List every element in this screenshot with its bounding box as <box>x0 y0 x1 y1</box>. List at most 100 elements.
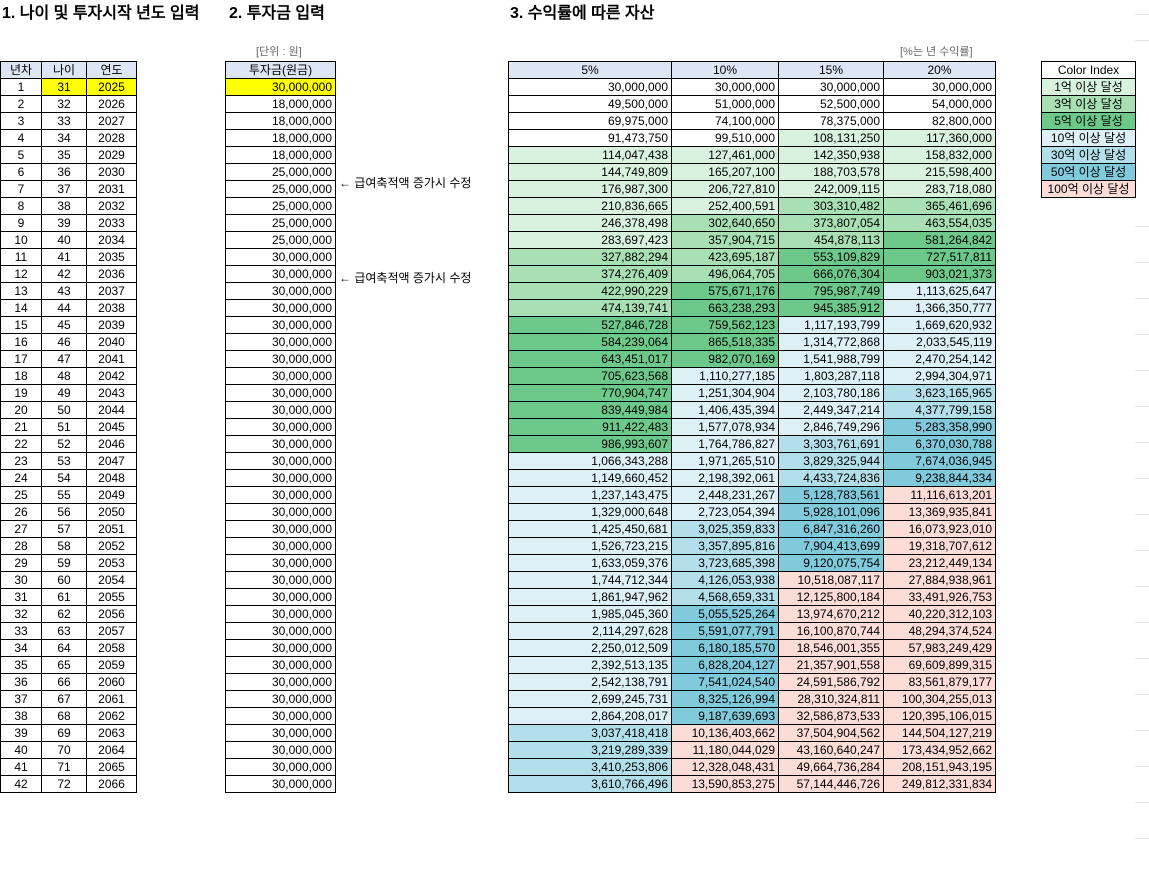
asset-cell-r20[interactable]: 208,151,943,195 <box>883 758 996 776</box>
asset-cell-r15[interactable]: 5,128,783,561 <box>778 486 884 504</box>
asset-cell-r10[interactable]: 12,328,048,431 <box>671 758 779 776</box>
calendar-year-cell[interactable]: 2035 <box>86 248 137 266</box>
principal-cell[interactable]: 30,000,000 <box>225 520 336 538</box>
asset-cell-r15[interactable]: 2,449,347,214 <box>778 401 884 419</box>
calendar-year-cell[interactable]: 2025 <box>86 78 137 96</box>
year-index-cell[interactable]: 3 <box>0 112 42 130</box>
asset-cell-r5[interactable]: 3,219,289,339 <box>508 741 672 759</box>
age-cell[interactable]: 34 <box>41 129 87 147</box>
asset-cell-r20[interactable]: 1,366,350,777 <box>883 299 996 317</box>
principal-cell[interactable]: 30,000,000 <box>225 316 336 334</box>
year-index-cell[interactable]: 10 <box>0 231 42 249</box>
principal-cell[interactable]: 30,000,000 <box>225 486 336 504</box>
asset-cell-r5[interactable]: 839,449,984 <box>508 401 672 419</box>
asset-cell-r20[interactable]: 365,461,696 <box>883 197 996 215</box>
asset-cell-r5[interactable]: 643,451,017 <box>508 350 672 368</box>
principal-cell[interactable]: 30,000,000 <box>225 724 336 742</box>
asset-cell-r10[interactable]: 663,238,293 <box>671 299 779 317</box>
calendar-year-cell[interactable]: 2052 <box>86 537 137 555</box>
asset-cell-r15[interactable]: 6,847,316,260 <box>778 520 884 538</box>
calendar-year-cell[interactable]: 2057 <box>86 622 137 640</box>
asset-cell-r10[interactable]: 423,695,187 <box>671 248 779 266</box>
asset-cell-r5[interactable]: 30,000,000 <box>508 78 672 96</box>
asset-cell-r20[interactable]: 581,264,842 <box>883 231 996 249</box>
principal-cell[interactable]: 25,000,000 <box>225 163 336 181</box>
calendar-year-cell[interactable]: 2030 <box>86 163 137 181</box>
principal-cell[interactable]: 30,000,000 <box>225 350 336 368</box>
asset-cell-r15[interactable]: 454,878,113 <box>778 231 884 249</box>
principal-cell[interactable]: 30,000,000 <box>225 384 336 402</box>
calendar-year-cell[interactable]: 2063 <box>86 724 137 742</box>
asset-cell-r10[interactable]: 165,207,100 <box>671 163 779 181</box>
asset-cell-r5[interactable]: 114,047,438 <box>508 146 672 164</box>
year-index-cell[interactable]: 5 <box>0 146 42 164</box>
asset-cell-r5[interactable]: 2,864,208,017 <box>508 707 672 725</box>
asset-cell-r20[interactable]: 3,623,165,965 <box>883 384 996 402</box>
age-cell[interactable]: 38 <box>41 197 87 215</box>
asset-cell-r20[interactable]: 83,561,879,177 <box>883 673 996 691</box>
asset-cell-r15[interactable]: 10,518,087,117 <box>778 571 884 589</box>
asset-cell-r15[interactable]: 1,117,193,799 <box>778 316 884 334</box>
year-index-cell[interactable]: 34 <box>0 639 42 657</box>
asset-cell-r20[interactable]: 57,983,249,429 <box>883 639 996 657</box>
principal-cell[interactable]: 25,000,000 <box>225 231 336 249</box>
asset-cell-r10[interactable]: 10,136,403,662 <box>671 724 779 742</box>
asset-cell-r20[interactable]: 117,360,000 <box>883 129 996 147</box>
year-index-cell[interactable]: 13 <box>0 282 42 300</box>
asset-cell-r15[interactable]: 945,385,912 <box>778 299 884 317</box>
calendar-year-cell[interactable]: 2062 <box>86 707 137 725</box>
year-index-cell[interactable]: 8 <box>0 197 42 215</box>
age-cell[interactable]: 53 <box>41 452 87 470</box>
calendar-year-cell[interactable]: 2049 <box>86 486 137 504</box>
asset-cell-r5[interactable]: 911,422,483 <box>508 418 672 436</box>
year-index-cell[interactable]: 40 <box>0 741 42 759</box>
principal-cell[interactable]: 25,000,000 <box>225 180 336 198</box>
age-cell[interactable]: 32 <box>41 95 87 113</box>
asset-cell-r5[interactable]: 1,985,045,360 <box>508 605 672 623</box>
age-cell[interactable]: 49 <box>41 384 87 402</box>
asset-cell-r10[interactable]: 8,325,126,994 <box>671 690 779 708</box>
principal-cell[interactable]: 18,000,000 <box>225 112 336 130</box>
asset-cell-r15[interactable]: 49,664,736,284 <box>778 758 884 776</box>
asset-cell-r20[interactable]: 5,283,358,990 <box>883 418 996 436</box>
asset-cell-r5[interactable]: 327,882,294 <box>508 248 672 266</box>
asset-cell-r15[interactable]: 30,000,000 <box>778 78 884 96</box>
calendar-year-cell[interactable]: 2026 <box>86 95 137 113</box>
year-index-cell[interactable]: 1 <box>0 78 42 96</box>
asset-cell-r15[interactable]: 32,586,873,533 <box>778 707 884 725</box>
asset-cell-r10[interactable]: 9,187,639,693 <box>671 707 779 725</box>
asset-cell-r15[interactable]: 16,100,870,744 <box>778 622 884 640</box>
asset-cell-r5[interactable]: 374,276,409 <box>508 265 672 283</box>
asset-cell-r15[interactable]: 57,144,446,726 <box>778 775 884 793</box>
asset-cell-r15[interactable]: 13,974,670,212 <box>778 605 884 623</box>
year-index-cell[interactable]: 30 <box>0 571 42 589</box>
year-index-cell[interactable]: 21 <box>0 418 42 436</box>
asset-cell-r20[interactable]: 16,073,923,010 <box>883 520 996 538</box>
age-cell[interactable]: 43 <box>41 282 87 300</box>
year-index-cell[interactable]: 35 <box>0 656 42 674</box>
asset-cell-r5[interactable]: 527,846,728 <box>508 316 672 334</box>
asset-cell-r5[interactable]: 422,990,229 <box>508 282 672 300</box>
year-index-cell[interactable]: 41 <box>0 758 42 776</box>
asset-cell-r5[interactable]: 584,239,064 <box>508 333 672 351</box>
age-cell[interactable]: 42 <box>41 265 87 283</box>
calendar-year-cell[interactable]: 2064 <box>86 741 137 759</box>
year-index-cell[interactable]: 7 <box>0 180 42 198</box>
asset-cell-r10[interactable]: 1,971,265,510 <box>671 452 779 470</box>
asset-cell-r20[interactable]: 27,884,938,961 <box>883 571 996 589</box>
asset-cell-r20[interactable]: 249,812,331,834 <box>883 775 996 793</box>
asset-cell-r20[interactable]: 283,718,080 <box>883 180 996 198</box>
age-cell[interactable]: 72 <box>41 775 87 793</box>
principal-cell[interactable]: 30,000,000 <box>225 554 336 572</box>
year-index-cell[interactable]: 37 <box>0 690 42 708</box>
calendar-year-cell[interactable]: 2045 <box>86 418 137 436</box>
age-cell[interactable]: 36 <box>41 163 87 181</box>
principal-cell[interactable]: 25,000,000 <box>225 197 336 215</box>
asset-cell-r5[interactable]: 49,500,000 <box>508 95 672 113</box>
calendar-year-cell[interactable]: 2066 <box>86 775 137 793</box>
asset-cell-r15[interactable]: 666,076,304 <box>778 265 884 283</box>
asset-cell-r15[interactable]: 28,310,324,811 <box>778 690 884 708</box>
asset-cell-r10[interactable]: 30,000,000 <box>671 78 779 96</box>
asset-cell-r5[interactable]: 210,836,665 <box>508 197 672 215</box>
calendar-year-cell[interactable]: 2039 <box>86 316 137 334</box>
